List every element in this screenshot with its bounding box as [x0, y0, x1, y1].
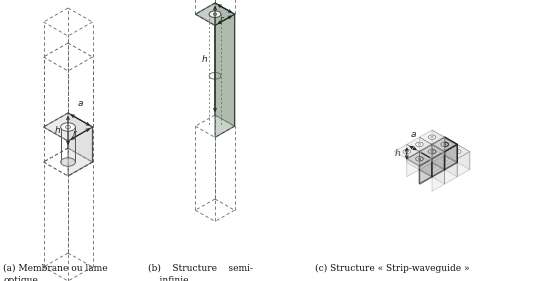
Ellipse shape: [65, 126, 71, 128]
Text: a: a: [410, 130, 416, 139]
Polygon shape: [432, 152, 457, 166]
Ellipse shape: [416, 142, 423, 147]
Ellipse shape: [209, 11, 221, 17]
Polygon shape: [419, 144, 432, 170]
Polygon shape: [407, 144, 419, 170]
Ellipse shape: [405, 151, 408, 152]
Polygon shape: [215, 3, 234, 126]
Polygon shape: [407, 152, 432, 166]
Ellipse shape: [416, 157, 423, 161]
Text: (a) Membrane ou lame
optique: (a) Membrane ou lame optique: [3, 264, 108, 281]
Text: h: h: [395, 149, 401, 158]
Polygon shape: [457, 144, 470, 170]
Polygon shape: [419, 159, 432, 184]
Ellipse shape: [428, 135, 436, 139]
Polygon shape: [432, 159, 445, 184]
Ellipse shape: [456, 151, 458, 152]
Ellipse shape: [441, 142, 448, 147]
Ellipse shape: [444, 158, 446, 160]
Ellipse shape: [441, 157, 448, 161]
Polygon shape: [419, 130, 445, 144]
Polygon shape: [407, 137, 432, 152]
Ellipse shape: [444, 144, 446, 145]
Ellipse shape: [428, 164, 436, 168]
Ellipse shape: [213, 13, 217, 15]
Polygon shape: [432, 130, 445, 155]
Polygon shape: [419, 159, 445, 173]
Text: h: h: [54, 126, 60, 135]
Polygon shape: [445, 152, 457, 177]
Polygon shape: [44, 113, 92, 141]
Ellipse shape: [418, 158, 421, 160]
Ellipse shape: [453, 149, 461, 154]
Polygon shape: [432, 137, 457, 152]
Ellipse shape: [431, 137, 434, 138]
Text: (b)    Structure    semi-
    infinie: (b) Structure semi- infinie: [148, 264, 253, 281]
Polygon shape: [68, 113, 92, 162]
Polygon shape: [445, 144, 457, 170]
Text: r: r: [73, 130, 77, 139]
Polygon shape: [68, 127, 92, 176]
Polygon shape: [419, 137, 432, 162]
Text: r: r: [220, 15, 224, 24]
Polygon shape: [215, 14, 234, 137]
Polygon shape: [419, 144, 445, 159]
Polygon shape: [432, 137, 445, 162]
Polygon shape: [457, 152, 470, 177]
Text: h: h: [201, 55, 207, 64]
Polygon shape: [432, 166, 445, 191]
Polygon shape: [432, 152, 445, 177]
Ellipse shape: [61, 123, 75, 131]
Polygon shape: [445, 159, 457, 184]
Polygon shape: [419, 152, 432, 177]
Text: a: a: [77, 99, 83, 108]
Ellipse shape: [431, 151, 434, 152]
Polygon shape: [195, 3, 234, 25]
Polygon shape: [445, 144, 470, 159]
Ellipse shape: [61, 158, 75, 166]
Polygon shape: [445, 137, 457, 162]
Polygon shape: [394, 144, 419, 159]
Ellipse shape: [428, 149, 436, 154]
Text: (c) Structure « Strip-waveguide »: (c) Structure « Strip-waveguide »: [315, 264, 469, 273]
Ellipse shape: [403, 149, 410, 154]
Ellipse shape: [418, 144, 421, 145]
Ellipse shape: [431, 165, 434, 167]
Polygon shape: [432, 144, 445, 170]
Polygon shape: [407, 152, 419, 177]
